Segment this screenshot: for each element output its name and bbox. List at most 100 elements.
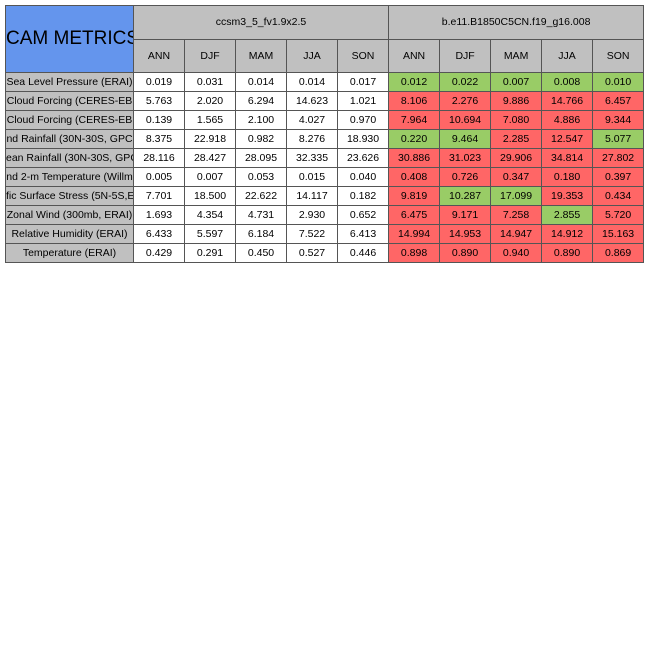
- baseline-value-cell: 18.930: [336, 129, 390, 149]
- baseline-value-cell: 8.276: [286, 129, 338, 149]
- baseline-value-cell: 6.433: [133, 224, 185, 244]
- test-value-cell: 0.726: [439, 167, 492, 187]
- baseline-value-cell: 14.623: [286, 91, 338, 111]
- baseline-value-cell: 0.450: [235, 243, 287, 263]
- table-row: Temperature (ERAI) 0.429 0.291 0.450 0.527 0.…: [5, 243, 645, 263]
- baseline-value-cell: 1.693: [133, 205, 185, 225]
- metric-label-text: Relative Humidity (ERAI): [11, 228, 128, 240]
- baseline-value-cell: 0.053: [235, 167, 287, 187]
- metric-label-text: Zonal Wind (300mb, ERAI): [6, 209, 133, 221]
- case-header-2: b.e11.B1850C5CN.f19_g16.008: [388, 5, 645, 40]
- season-header: ANN: [388, 38, 441, 73]
- test-value-cell: 14.766: [541, 91, 594, 111]
- baseline-value-cell: 5.763: [133, 91, 185, 111]
- test-value-cell: 9.344: [592, 110, 645, 130]
- table-title: CAM METRICS: [5, 5, 134, 73]
- test-value-cell: 0.180: [541, 167, 594, 187]
- metric-label-text: nd Rainfall (30N-30S, GPC: [6, 133, 133, 145]
- metric-label-text: Temperature (ERAI): [22, 247, 117, 259]
- test-value-cell: 0.434: [592, 186, 645, 206]
- baseline-value-cell: 0.139: [133, 110, 185, 130]
- table-row: Cloud Forcing (CERES-EB 0.139 1.565 2.100 4.…: [5, 110, 645, 130]
- baseline-value-cell: 0.014: [286, 72, 338, 92]
- metric-label: nd Rainfall (30N-30S, GPC: [5, 129, 134, 149]
- baseline-value-cell: 0.017: [336, 72, 390, 92]
- baseline-value-cell: 7.701: [133, 186, 185, 206]
- table-row: nd Rainfall (30N-30S, GPC 8.375 22.918 0.98…: [5, 129, 645, 149]
- baseline-value-cell: 0.031: [184, 72, 236, 92]
- metric-label: Cloud Forcing (CERES-EB: [5, 91, 134, 111]
- season-header: JJA: [286, 38, 338, 73]
- baseline-value-cell: 6.294: [235, 91, 287, 111]
- season-header-row: ANN DJF MAM JJA SON ANN DJF MAM JJA SON: [6, 38, 645, 73]
- season-header: SON: [336, 38, 390, 73]
- test-value-cell: 9.886: [490, 91, 543, 111]
- table-row: Sea Level Pressure (ERAI) 0.019 0.031 0.014…: [5, 72, 645, 92]
- baseline-value-cell: 2.100: [235, 110, 287, 130]
- test-value-cell: 0.220: [388, 129, 441, 149]
- baseline-value-cell: 4.731: [235, 205, 287, 225]
- baseline-value-cell: 23.626: [336, 148, 390, 168]
- baseline-value-cell: 0.019: [133, 72, 185, 92]
- table-row: nd 2-m Temperature (Willm 0.005 0.007 0.053…: [5, 167, 645, 187]
- baseline-value-cell: 22.918: [184, 129, 236, 149]
- baseline-value-cell: 6.184: [235, 224, 287, 244]
- test-value-cell: 0.890: [439, 243, 492, 263]
- baseline-value-cell: 22.622: [235, 186, 287, 206]
- table-row: Relative Humidity (ERAI) 6.433 5.597 6.184 7…: [5, 224, 645, 244]
- metric-label-text: fic Surface Stress (5N-5S,E: [6, 190, 134, 202]
- test-value-cell: 8.106: [388, 91, 441, 111]
- test-value-cell: 0.010: [592, 72, 645, 92]
- test-value-cell: 2.276: [439, 91, 492, 111]
- test-value-cell: 4.886: [541, 110, 594, 130]
- baseline-value-cell: 6.413: [336, 224, 390, 244]
- table-row: fic Surface Stress (5N-5S,E 7.701 18.500 22…: [5, 186, 645, 206]
- baseline-value-cell: 0.005: [133, 167, 185, 187]
- metric-label: ean Rainfall (30N-30S, GPC: [5, 148, 134, 168]
- test-value-cell: 14.912: [541, 224, 594, 244]
- test-value-cell: 19.353: [541, 186, 594, 206]
- baseline-value-cell: 4.027: [286, 110, 338, 130]
- metric-label-text: nd 2-m Temperature (Willm: [6, 171, 133, 183]
- season-header: MAM: [235, 38, 287, 73]
- baseline-value-cell: 28.095: [235, 148, 287, 168]
- test-value-cell: 14.953: [439, 224, 492, 244]
- test-value-cell: 5.720: [592, 205, 645, 225]
- test-value-cell: 2.285: [490, 129, 543, 149]
- metric-label: Temperature (ERAI): [5, 243, 134, 263]
- test-value-cell: 9.171: [439, 205, 492, 225]
- metric-label: Sea Level Pressure (ERAI): [5, 72, 134, 92]
- baseline-value-cell: 0.182: [336, 186, 390, 206]
- table-row: ean Rainfall (30N-30S, GPC 28.116 28.427 28…: [5, 148, 645, 168]
- case-header-1: ccsm3_5_fv1.9x2.5: [132, 5, 390, 40]
- table-row: Zonal Wind (300mb, ERAI) 1.693 4.354 4.731 2…: [5, 205, 645, 225]
- cam-metrics-table: CAM METRICS ccsm3_5_fv1.9x2.5 b.e11.B185…: [5, 5, 645, 263]
- test-value-cell: 0.898: [388, 243, 441, 263]
- test-value-cell: 5.077: [592, 129, 645, 149]
- test-value-cell: 15.163: [592, 224, 645, 244]
- test-value-cell: 7.258: [490, 205, 543, 225]
- test-value-cell: 0.008: [541, 72, 594, 92]
- metric-label-text: Cloud Forcing (CERES-EB: [6, 95, 133, 107]
- metric-label: fic Surface Stress (5N-5S,E: [5, 186, 134, 206]
- season-header: DJF: [184, 38, 236, 73]
- baseline-value-cell: 0.652: [336, 205, 390, 225]
- metric-label-text: Cloud Forcing (CERES-EB: [6, 114, 133, 126]
- test-value-cell: 0.940: [490, 243, 543, 263]
- test-value-cell: 6.457: [592, 91, 645, 111]
- baseline-value-cell: 0.527: [286, 243, 338, 263]
- baseline-value-cell: 1.565: [184, 110, 236, 130]
- test-value-cell: 10.287: [439, 186, 492, 206]
- test-value-cell: 0.397: [592, 167, 645, 187]
- metric-label: nd 2-m Temperature (Willm: [5, 167, 134, 187]
- test-value-cell: 0.012: [388, 72, 441, 92]
- baseline-value-cell: 8.375: [133, 129, 185, 149]
- test-value-cell: 10.694: [439, 110, 492, 130]
- baseline-value-cell: 28.427: [184, 148, 236, 168]
- test-value-cell: 0.869: [592, 243, 645, 263]
- baseline-value-cell: 0.970: [336, 110, 390, 130]
- baseline-value-cell: 0.040: [336, 167, 390, 187]
- metric-label-text: Sea Level Pressure (ERAI): [6, 76, 133, 88]
- test-value-cell: 0.007: [490, 72, 543, 92]
- test-value-cell: 14.994: [388, 224, 441, 244]
